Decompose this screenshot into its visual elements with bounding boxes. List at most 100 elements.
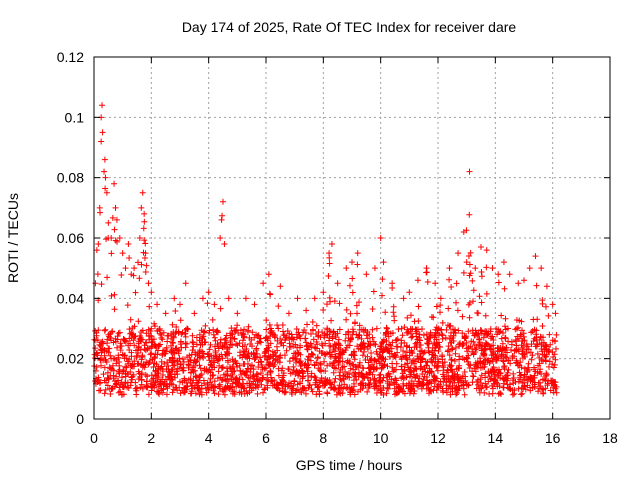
data-point [483, 290, 490, 297]
data-point [401, 366, 408, 373]
data-point [112, 335, 119, 342]
data-point [111, 291, 118, 298]
data-point [495, 372, 502, 379]
data-point [349, 361, 356, 368]
data-point [309, 326, 316, 333]
data-point [259, 376, 266, 383]
data-point [296, 369, 303, 376]
data-point [366, 381, 373, 388]
data-point [423, 385, 430, 392]
data-point [347, 310, 354, 317]
data-point [215, 391, 222, 398]
data-point [271, 377, 278, 384]
data-point [539, 297, 546, 304]
data-point [505, 366, 512, 373]
data-point [245, 323, 252, 330]
data-point [170, 340, 177, 347]
data-point [421, 373, 428, 380]
data-point [453, 280, 460, 287]
data-point [119, 250, 126, 257]
data-point [303, 339, 310, 346]
data-point [520, 342, 527, 349]
data-point [351, 380, 358, 387]
data-point [469, 368, 476, 375]
data-point [115, 354, 122, 361]
data-point [168, 347, 175, 354]
data-point [528, 341, 535, 348]
data-point [334, 280, 341, 287]
data-point [505, 357, 512, 364]
data-point [538, 371, 545, 378]
data-point [275, 365, 282, 372]
data-point [405, 380, 412, 387]
data-point [498, 312, 505, 319]
data-point [221, 241, 228, 248]
data-point [463, 259, 470, 266]
data-point [238, 332, 245, 339]
data-point [340, 376, 347, 383]
data-point [304, 346, 311, 353]
data-point [299, 375, 306, 382]
data-point [425, 344, 432, 351]
data-point [372, 341, 379, 348]
data-point [510, 370, 517, 377]
data-point [190, 377, 197, 384]
data-point [445, 376, 452, 383]
data-point [430, 314, 437, 321]
data-point [270, 363, 277, 370]
data-point [446, 336, 453, 343]
data-point [333, 391, 340, 398]
data-point [469, 372, 476, 379]
data-point [104, 369, 111, 376]
data-point [244, 352, 251, 359]
data-point [330, 329, 337, 336]
data-point [168, 335, 175, 342]
data-point [164, 359, 171, 366]
y-tick-label: 0.12 [57, 49, 84, 65]
data-point [92, 280, 99, 287]
data-point [280, 372, 287, 379]
data-point [303, 307, 310, 314]
data-point [423, 265, 430, 272]
data-point [169, 339, 176, 346]
data-point [473, 331, 480, 338]
data-point [517, 376, 524, 383]
data-point [445, 367, 452, 374]
data-point [427, 329, 434, 336]
data-point [512, 326, 519, 333]
data-point [297, 363, 304, 370]
data-point [173, 358, 180, 365]
data-point [465, 253, 472, 260]
data-point [181, 375, 188, 382]
data-point [422, 358, 429, 365]
data-point [262, 352, 269, 359]
chart-title: Day 174 of 2025, Rate Of TEC Index for r… [182, 19, 517, 35]
data-point [255, 332, 262, 339]
data-point [385, 385, 392, 392]
data-point [194, 384, 201, 391]
data-point [111, 306, 118, 313]
data-point [290, 363, 297, 370]
x-tick-label: 16 [545, 430, 561, 446]
data-point [384, 363, 391, 370]
data-point [305, 353, 312, 360]
data-point [265, 347, 272, 354]
data-point [241, 342, 248, 349]
data-point [343, 385, 350, 392]
data-point [454, 387, 461, 394]
data-point [461, 391, 468, 398]
data-point [306, 381, 313, 388]
data-point [464, 348, 471, 355]
data-point [234, 363, 241, 370]
data-point [244, 328, 251, 335]
data-point [143, 339, 150, 346]
data-point [483, 247, 490, 254]
data-point [239, 376, 246, 383]
data-point [391, 385, 398, 392]
data-point [163, 391, 170, 398]
data-point [436, 343, 443, 350]
data-point [353, 376, 360, 383]
data-point [159, 389, 166, 396]
data-point [439, 352, 446, 359]
data-point [236, 349, 243, 356]
